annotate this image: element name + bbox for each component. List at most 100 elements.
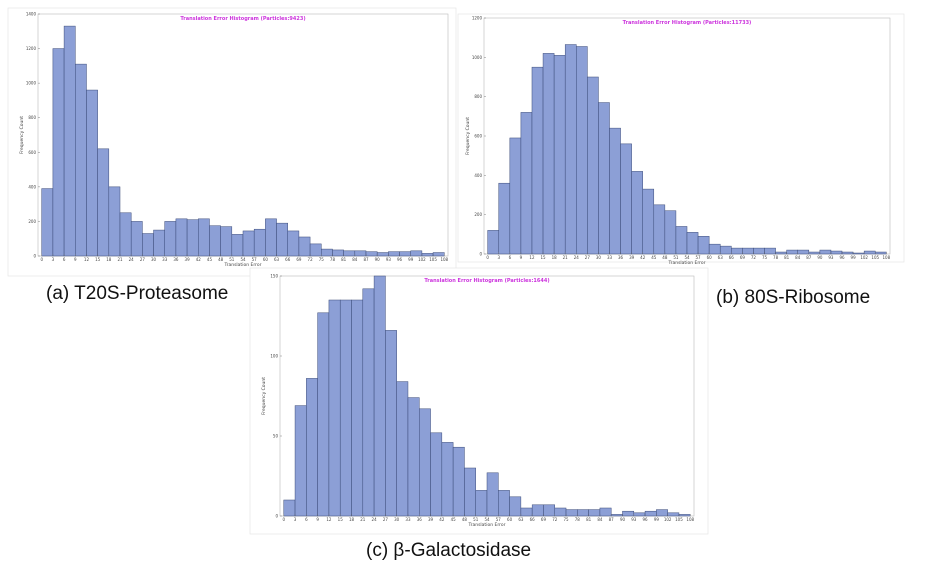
histogram-bar — [874, 251, 887, 255]
x-tick-label: 6 — [509, 255, 512, 260]
histogram-bar — [142, 233, 154, 257]
y-tick-label: 100 — [270, 354, 278, 359]
histogram-bar — [419, 408, 431, 517]
histogram-bar — [220, 226, 233, 257]
x-tick-label: 87 — [609, 517, 615, 522]
histogram-bar — [588, 509, 601, 517]
x-tick-label: 81 — [341, 257, 347, 262]
caption-t20s-proteasome: (a) T20S-Proteasome — [46, 283, 229, 304]
x-tick-label: 90 — [375, 257, 381, 262]
histogram-bar — [452, 446, 465, 517]
histogram-bar — [863, 250, 876, 255]
histogram-bar — [543, 504, 555, 517]
x-tick-label: 18 — [106, 257, 112, 262]
x-tick-label: 81 — [586, 517, 592, 522]
x-tick-label: 9 — [316, 517, 319, 522]
x-tick-label: 69 — [296, 257, 302, 262]
x-tick-label: 21 — [563, 255, 569, 260]
histogram-bar — [622, 510, 635, 517]
x-tick-label: 54 — [240, 257, 246, 262]
x-tick-label: 24 — [574, 255, 580, 260]
histogram-bar — [362, 288, 375, 517]
x-axis-label: Translation Error — [668, 260, 706, 266]
histogram-bar — [675, 226, 688, 255]
x-tick-label: 3 — [497, 255, 500, 260]
x-tick-label: 12 — [326, 517, 332, 522]
histogram-bar — [41, 188, 54, 257]
histogram-bar — [509, 137, 522, 255]
histogram-bar — [283, 499, 296, 517]
histogram-bar — [664, 210, 677, 255]
x-tick-label: 9 — [74, 257, 77, 262]
histogram-bar — [742, 247, 754, 255]
x-tick-label: 12 — [84, 257, 90, 262]
x-tick-label: 102 — [664, 517, 672, 522]
x-tick-label: 57 — [252, 257, 258, 262]
histogram-bar — [75, 63, 87, 257]
x-tick-label: 0 — [282, 517, 285, 522]
y-tick-label: 200 — [474, 212, 482, 217]
x-tick-label: 78 — [330, 257, 336, 262]
x-tick-label: 69 — [740, 255, 746, 260]
x-tick-label: 99 — [851, 255, 857, 260]
x-tick-label: 66 — [530, 517, 536, 522]
histogram-bar — [407, 397, 420, 517]
histogram-bar — [164, 221, 177, 257]
x-tick-label: 33 — [607, 255, 613, 260]
x-tick-label: 42 — [196, 257, 202, 262]
x-tick-label: 63 — [518, 517, 524, 522]
histogram-bar — [719, 245, 732, 255]
x-tick-label: 90 — [620, 517, 626, 522]
x-axis-label: Translation Error — [224, 262, 262, 268]
x-tick-label: 87 — [806, 255, 812, 260]
histogram-bar — [498, 490, 510, 517]
x-tick-label: 21 — [117, 257, 123, 262]
x-tick-label: 105 — [675, 517, 683, 522]
histogram-bar — [852, 252, 865, 255]
x-tick-label: 60 — [707, 255, 713, 260]
histogram-bar — [797, 249, 810, 255]
x-tick-label: 72 — [751, 255, 757, 260]
histogram-bar — [542, 53, 555, 255]
histogram-bar — [498, 182, 511, 255]
histogram-bar — [520, 507, 533, 517]
histogram-bar — [175, 218, 188, 257]
y-axis-label: Frequency Count — [19, 116, 25, 154]
x-tick-label: 27 — [140, 257, 146, 262]
histogram-bar — [186, 219, 199, 257]
histogram-bar — [365, 251, 378, 257]
chart-title: Translation Error Histogram (Particles:1… — [424, 278, 549, 284]
y-axis-label: Frequency Count — [261, 377, 267, 415]
histogram-bar — [265, 218, 277, 257]
histogram-bar — [786, 249, 798, 255]
x-tick-label: 78 — [773, 255, 779, 260]
histogram-bar — [564, 44, 577, 255]
histogram-bar — [599, 507, 612, 517]
histogram-bar — [656, 509, 668, 517]
histogram-bar — [678, 514, 691, 517]
x-tick-label: 69 — [541, 517, 547, 522]
histogram-bar — [253, 228, 266, 257]
histogram-bar — [775, 251, 787, 255]
x-tick-label: 99 — [654, 517, 660, 522]
histogram-bar — [577, 509, 589, 517]
x-tick-label: 18 — [552, 255, 558, 260]
histogram-bar — [520, 112, 533, 255]
x-tick-label: 75 — [319, 257, 325, 262]
histogram-bar — [686, 232, 699, 255]
histogram-bar — [708, 243, 721, 255]
histogram-bar — [328, 299, 341, 517]
histogram-bar — [396, 381, 409, 517]
x-tick-label: 93 — [631, 517, 637, 522]
x-tick-label: 27 — [383, 517, 389, 522]
histogram-bar — [697, 236, 710, 255]
x-tick-label: 48 — [218, 257, 224, 262]
histogram-bar — [531, 66, 544, 255]
histogram-bar — [332, 249, 344, 257]
x-tick-label: 51 — [229, 257, 235, 262]
y-tick-label: 600 — [474, 134, 482, 139]
chart-title: Translation Error Histogram (Particles:9… — [180, 16, 305, 22]
x-tick-label: 33 — [405, 517, 411, 522]
x-tick-label: 39 — [629, 255, 635, 260]
histogram-bar — [576, 46, 588, 255]
